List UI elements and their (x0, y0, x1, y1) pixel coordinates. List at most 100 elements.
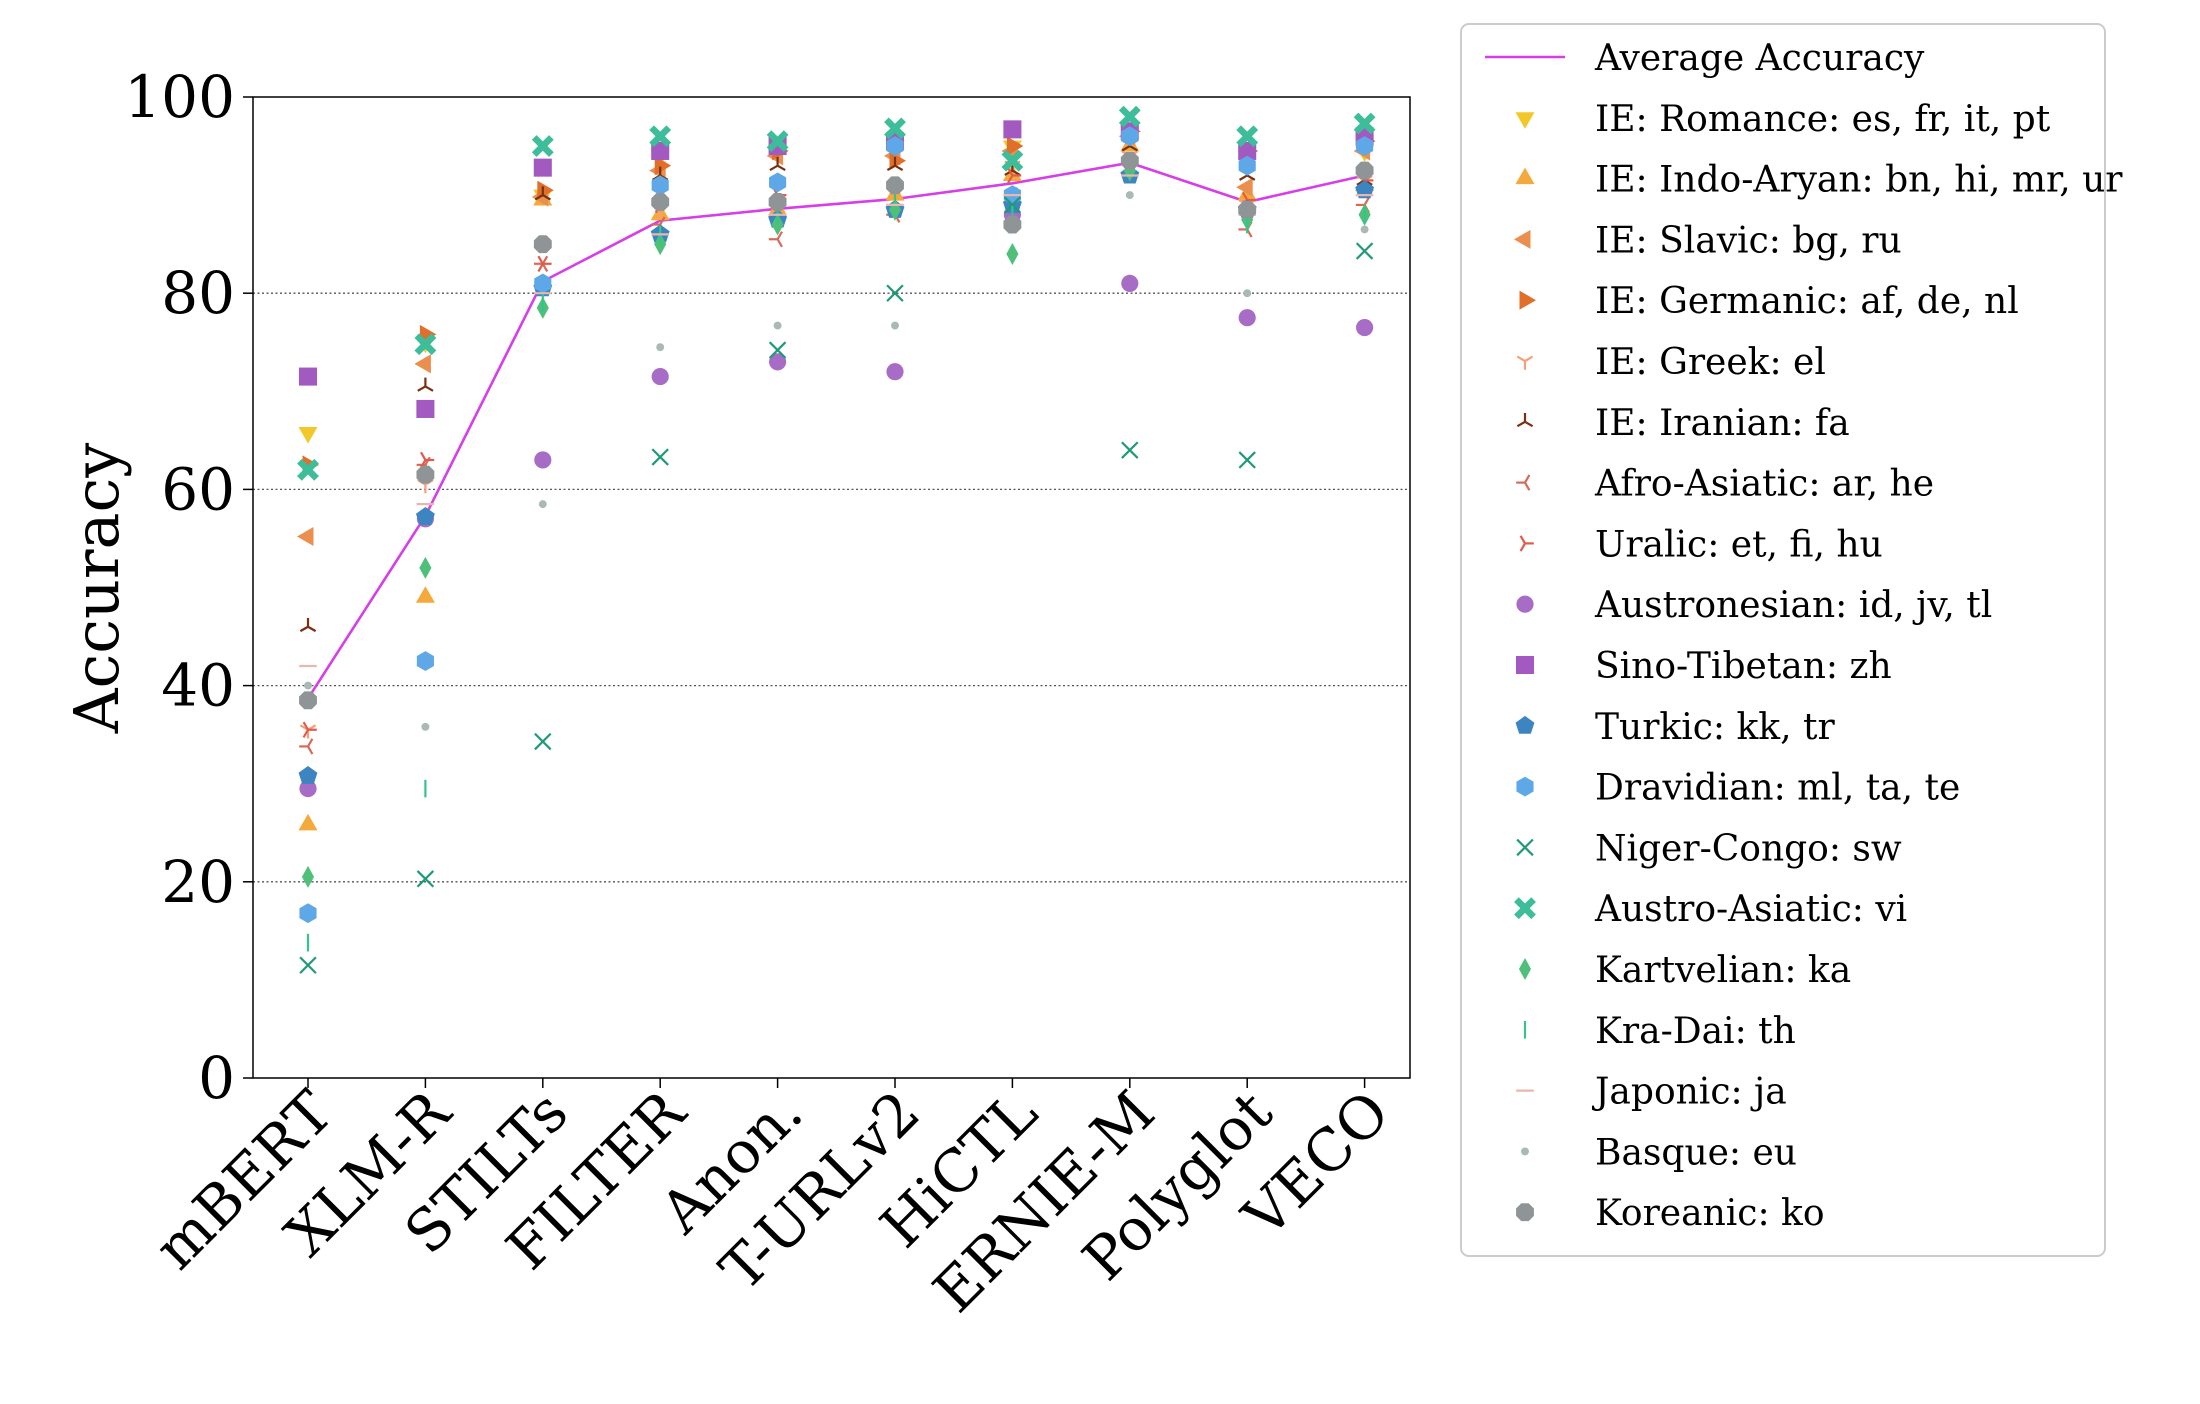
legend-item-ie-indo-aryan-bn-hi-mr-ur: IE: Indo-Aryan: bn, hi, mr, ur (1515, 160, 2123, 201)
legend-item-basque-eu: Basque: eu (1521, 1132, 1797, 1173)
point-ie-indo-aryan-bn-hi-mr-ur-mbert (298, 813, 318, 831)
point-ie-greek-el-mbert (299, 724, 317, 739)
point-ie-romance-es-fr-it-pt-mbert (298, 427, 318, 444)
series-uralic-et-fi-hu (302, 152, 1374, 738)
point-austro-asiatic-vi-t-urlv2 (884, 117, 906, 140)
legend-marker-swatch (1515, 655, 1535, 675)
point-niger-congo-sw-t-urlv2 (886, 284, 904, 302)
legend-item-kartvelian-ka: Kartvelian: ka (1518, 950, 1851, 991)
y-tick-layer: 0 20 40 60 80 100 (124, 63, 253, 1112)
series-sino-tibetan-zh (298, 120, 1374, 418)
legend-item-average-accuracy: Average Accuracy (1485, 38, 1925, 79)
point-dravidian-ml-ta-te-ernie-m (1121, 126, 1139, 147)
legend-label: IE: Greek: el (1595, 342, 1826, 383)
legend-marker-swatch (1519, 535, 1534, 552)
y-tick-label-100: 100 (124, 63, 235, 131)
legend-item-ie-slavic-bg-ru: IE: Slavic: bg, ru (1514, 220, 1902, 261)
point-sino-tibetan-zh-mbert (298, 367, 318, 386)
legend-label: Kra-Dai: th (1595, 1011, 1796, 1052)
point-dravidian-ml-ta-te-stilts (534, 273, 552, 294)
legend-marker-swatch (1514, 897, 1536, 920)
point-austro-asiatic-vi-stilts (531, 135, 554, 157)
point-ie-slavic-bg-ru-polyglot (1236, 177, 1253, 197)
legend-marker-swatch (1516, 776, 1534, 797)
legend-label: IE: Iranian: fa (1595, 403, 1850, 444)
point-niger-congo-sw-filter (651, 448, 669, 466)
grid-layer (253, 292, 1410, 883)
point-koreanic-ko-xlm-r (416, 465, 435, 484)
legend-item-afro-asiatic-ar-he: Afro-Asiatic: ar, he (1516, 464, 1934, 505)
point-ie-slavic-bg-ru-xlm-r (414, 354, 431, 374)
legend-label: Sino-Tibetan: zh (1595, 646, 1892, 687)
point-basque-eu-polyglot (1243, 289, 1252, 298)
point-dravidian-ml-ta-te-xlm-r (416, 651, 434, 671)
legend-label: Average Accuracy (1594, 38, 1925, 79)
point-sino-tibetan-zh-hictl (1003, 120, 1022, 139)
legend-item-ie-greek-el: IE: Greek: el (1516, 342, 1826, 383)
point-austronesian-id-jv-tl-ernie-m (1121, 274, 1139, 292)
legend-item-niger-congo-sw: Niger-Congo: sw (1516, 828, 1902, 869)
point-austro-asiatic-vi-mbert (297, 458, 319, 481)
y-tick-label-40: 40 (161, 652, 235, 720)
legend-label: Austro-Asiatic: vi (1594, 889, 1907, 930)
legend-item-dravidian-ml-ta-te: Dravidian: ml, ta, te (1516, 768, 1960, 809)
legend-item-sino-tibetan-zh: Sino-Tibetan: zh (1515, 646, 1892, 687)
y-tick-label-0: 0 (198, 1044, 235, 1112)
point-sino-tibetan-zh-filter (651, 141, 670, 160)
point-basque-eu-anon (773, 321, 782, 330)
point-kartvelian-ka-xlm-r (419, 556, 432, 579)
point-basque-eu-mbert (304, 681, 312, 690)
legend-item-uralic-et-fi-hu: Uralic: et, fi, hu (1519, 524, 1883, 565)
point-uralic-et-fi-hu-hictl (1007, 167, 1022, 184)
point-niger-congo-sw-stilts (534, 732, 552, 751)
point-afro-asiatic-ar-he-stilts (533, 255, 549, 272)
legend-item-austro-asiatic-vi: Austro-Asiatic: vi (1514, 889, 1907, 930)
legend-item-austronesian-id-jv-tl: Austronesian: id, jv, tl (1516, 585, 1992, 626)
point-dravidian-ml-ta-te-anon (769, 172, 787, 193)
series-ie-germanic-af-de-nl (302, 121, 1376, 475)
point-sino-tibetan-zh-xlm-r (416, 399, 435, 418)
point-koreanic-ko-polyglot (1238, 200, 1257, 219)
y-tick-label-60: 60 (161, 455, 235, 523)
point-basque-eu-stilts (538, 500, 547, 509)
point-ie-iranian-fa-mbert (299, 617, 317, 633)
legend-item-turkic-kk-tr: Turkic: kk, tr (1515, 707, 1835, 748)
legend-label: Dravidian: ml, ta, te (1595, 768, 1960, 809)
y-tick-label-80: 80 (161, 259, 235, 327)
legend-label: Niger-Congo: sw (1595, 828, 1902, 869)
point-niger-congo-sw-anon (768, 341, 787, 359)
series-ie-iranian-fa (299, 137, 1373, 633)
point-ie-germanic-af-de-nl-hictl (1006, 136, 1024, 156)
point-dravidian-ml-ta-te-veco (1356, 136, 1374, 156)
point-austro-asiatic-vi-filter (649, 125, 672, 148)
x-tick-layer: mBERTXLM-RSTILTsFILTERAnon.T-URLv2HiCTLE… (141, 1076, 1402, 1325)
point-austronesian-id-jv-tl-anon (769, 353, 787, 371)
point-austro-asiatic-vi-polyglot (1236, 125, 1259, 148)
series-basque-eu (304, 191, 1369, 731)
point-dravidian-ml-ta-te-mbert (299, 903, 317, 924)
legend-marker-swatch (1516, 595, 1534, 613)
point-basque-eu-veco (1360, 225, 1369, 234)
point-niger-congo-sw-hictl (1003, 196, 1022, 214)
average-line-layer (306, 161, 1365, 700)
point-dravidian-ml-ta-te-polyglot (1238, 155, 1256, 176)
legend-label: Japonic: ja (1591, 1072, 1787, 1113)
point-kartvelian-ka-mbert (301, 865, 315, 888)
point-austronesian-id-jv-tl-polyglot (1238, 309, 1256, 327)
legend-frame (1460, 23, 2106, 1257)
point-austro-asiatic-vi-anon (766, 130, 789, 153)
legend-item-ie-iranian-fa: IE: Iranian: fa (1516, 403, 1850, 444)
legend-marker-swatch (1519, 290, 1536, 310)
legend-label: Afro-Asiatic: ar, he (1594, 464, 1934, 505)
point-niger-congo-sw-mbert (299, 956, 317, 974)
series-austro-asiatic-vi (297, 105, 1376, 481)
point-austronesian-id-jv-tl-t-urlv2 (886, 363, 904, 381)
series-line-average-accuracy (306, 161, 1365, 700)
point-dravidian-ml-ta-te-t-urlv2 (886, 136, 904, 156)
series-kartvelian-ka (301, 159, 1371, 888)
point-ie-iranian-fa-stilts (534, 186, 551, 201)
point-basque-eu-xlm-r (421, 722, 430, 731)
point-basque-eu-t-urlv2 (891, 321, 899, 330)
